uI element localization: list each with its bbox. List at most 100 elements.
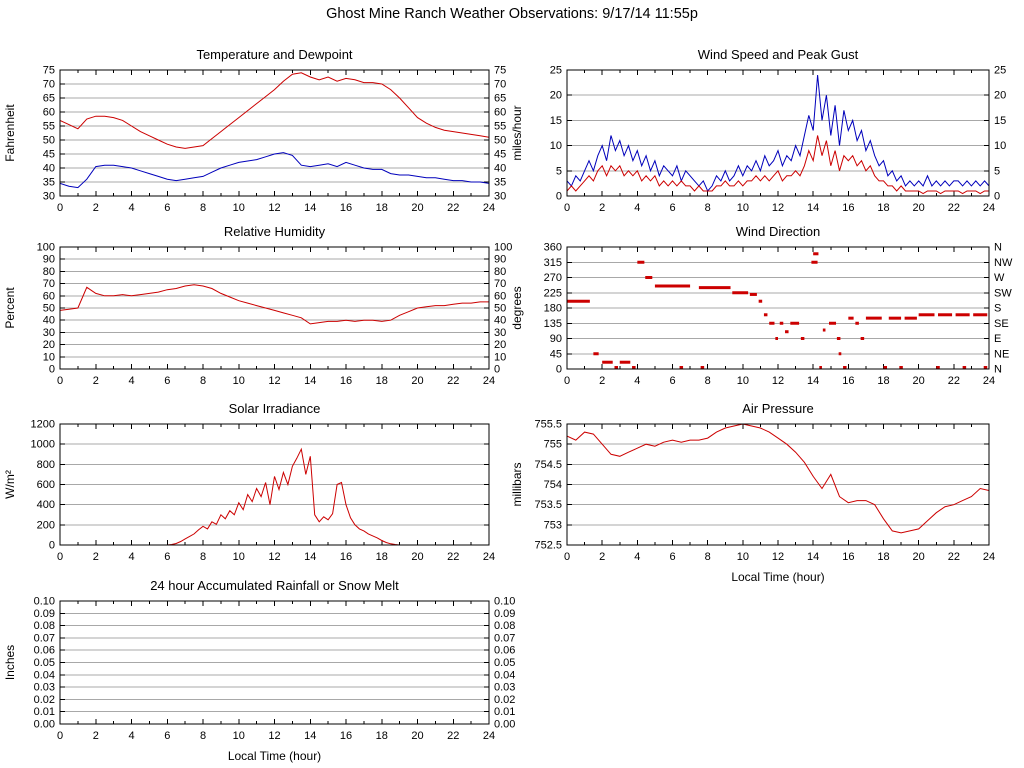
svg-text:50: 50 (43, 135, 55, 147)
svg-text:600: 600 (37, 479, 55, 491)
svg-text:70: 70 (494, 79, 506, 91)
svg-text:6: 6 (669, 375, 675, 387)
svg-text:0.00: 0.00 (34, 719, 55, 731)
svg-text:16: 16 (340, 375, 352, 387)
svg-text:20: 20 (411, 551, 423, 563)
svg-text:753.5: 753.5 (534, 499, 562, 511)
svg-text:45: 45 (43, 149, 55, 161)
svg-text:20: 20 (411, 202, 423, 214)
svg-text:0: 0 (564, 551, 570, 563)
svg-text:10: 10 (550, 140, 562, 152)
svg-text:16: 16 (340, 551, 352, 563)
svg-text:18: 18 (877, 202, 889, 214)
svg-text:0: 0 (49, 540, 55, 552)
svg-text:0: 0 (494, 364, 500, 376)
svg-text:6: 6 (669, 202, 675, 214)
svg-text:0.00: 0.00 (494, 719, 515, 731)
svg-text:0.01: 0.01 (494, 706, 515, 718)
svg-text:100: 100 (37, 242, 55, 254)
svg-text:90: 90 (43, 254, 55, 266)
svg-text:12: 12 (772, 551, 784, 563)
svg-text:30: 30 (494, 327, 506, 339)
svg-text:22: 22 (447, 551, 459, 563)
svg-text:18: 18 (376, 375, 388, 387)
svg-text:135: 135 (544, 318, 562, 330)
svg-text:4: 4 (634, 202, 640, 214)
svg-text:20: 20 (913, 375, 925, 387)
svg-text:4: 4 (128, 375, 134, 387)
svg-text:18: 18 (376, 730, 388, 742)
svg-text:270: 270 (544, 272, 562, 284)
svg-text:0.08: 0.08 (34, 620, 55, 632)
svg-text:315: 315 (544, 257, 562, 269)
svg-text:4: 4 (128, 551, 134, 563)
svg-text:752.5: 752.5 (534, 540, 562, 552)
svg-text:0.09: 0.09 (34, 608, 55, 620)
svg-text:18: 18 (877, 551, 889, 563)
svg-text:40: 40 (494, 163, 506, 175)
svg-text:12: 12 (268, 551, 280, 563)
svg-text:40: 40 (43, 163, 55, 175)
svg-text:2: 2 (93, 375, 99, 387)
svg-text:E: E (994, 333, 1001, 345)
svg-text:14: 14 (807, 551, 819, 563)
svg-text:NE: NE (994, 348, 1009, 360)
svg-text:22: 22 (948, 375, 960, 387)
svg-text:755.5: 755.5 (534, 419, 562, 431)
svg-text:12: 12 (268, 202, 280, 214)
svg-text:16: 16 (340, 202, 352, 214)
svg-text:0.06: 0.06 (494, 645, 515, 657)
svg-text:0.05: 0.05 (34, 657, 55, 669)
svg-text:24: 24 (483, 375, 495, 387)
svg-text:80: 80 (43, 266, 55, 278)
svg-text:0.08: 0.08 (494, 620, 515, 632)
svg-text:0: 0 (57, 730, 63, 742)
svg-text:N: N (994, 364, 1002, 376)
svg-text:20: 20 (994, 90, 1006, 102)
svg-text:6: 6 (669, 551, 675, 563)
svg-text:18: 18 (376, 202, 388, 214)
svg-text:90: 90 (494, 254, 506, 266)
svg-text:20: 20 (913, 551, 925, 563)
svg-text:0.03: 0.03 (34, 682, 55, 694)
svg-text:12: 12 (268, 375, 280, 387)
svg-text:0.03: 0.03 (494, 682, 515, 694)
svg-text:W: W (994, 272, 1005, 284)
svg-text:50: 50 (494, 303, 506, 315)
svg-text:60: 60 (43, 107, 55, 119)
svg-text:20: 20 (913, 202, 925, 214)
svg-text:20: 20 (43, 339, 55, 351)
svg-text:10: 10 (737, 551, 749, 563)
svg-text:Local Time (hour): Local Time (hour) (228, 749, 321, 763)
svg-text:8: 8 (200, 375, 206, 387)
svg-text:0.07: 0.07 (34, 632, 55, 644)
svg-text:16: 16 (340, 730, 352, 742)
svg-text:90: 90 (550, 333, 562, 345)
svg-text:5: 5 (994, 165, 1000, 177)
svg-text:W/m²: W/m² (3, 470, 17, 499)
svg-text:Fahrenheit: Fahrenheit (3, 104, 17, 162)
svg-text:14: 14 (304, 375, 316, 387)
svg-text:10: 10 (737, 375, 749, 387)
svg-text:70: 70 (43, 79, 55, 91)
svg-text:0.10: 0.10 (34, 596, 55, 608)
svg-text:10: 10 (43, 351, 55, 363)
svg-text:14: 14 (304, 202, 316, 214)
svg-text:8: 8 (200, 730, 206, 742)
air-pressure-chart: 0 2 4 6 8 10 12 14 16 18 20 22 24752.5753753.5754754… (510, 401, 995, 584)
svg-text:25: 25 (994, 65, 1006, 77)
svg-text:16: 16 (842, 375, 854, 387)
svg-text:Inches: Inches (3, 645, 17, 680)
svg-text:1200: 1200 (31, 419, 55, 431)
svg-text:SW: SW (994, 287, 1012, 299)
svg-text:18: 18 (376, 551, 388, 563)
svg-text:70: 70 (494, 278, 506, 290)
svg-text:12: 12 (772, 202, 784, 214)
svg-text:50: 50 (43, 303, 55, 315)
svg-text:200: 200 (37, 519, 55, 531)
svg-text:14: 14 (304, 551, 316, 563)
svg-text:6: 6 (164, 375, 170, 387)
svg-text:Wind Direction: Wind Direction (736, 224, 821, 239)
svg-text:35: 35 (494, 177, 506, 189)
